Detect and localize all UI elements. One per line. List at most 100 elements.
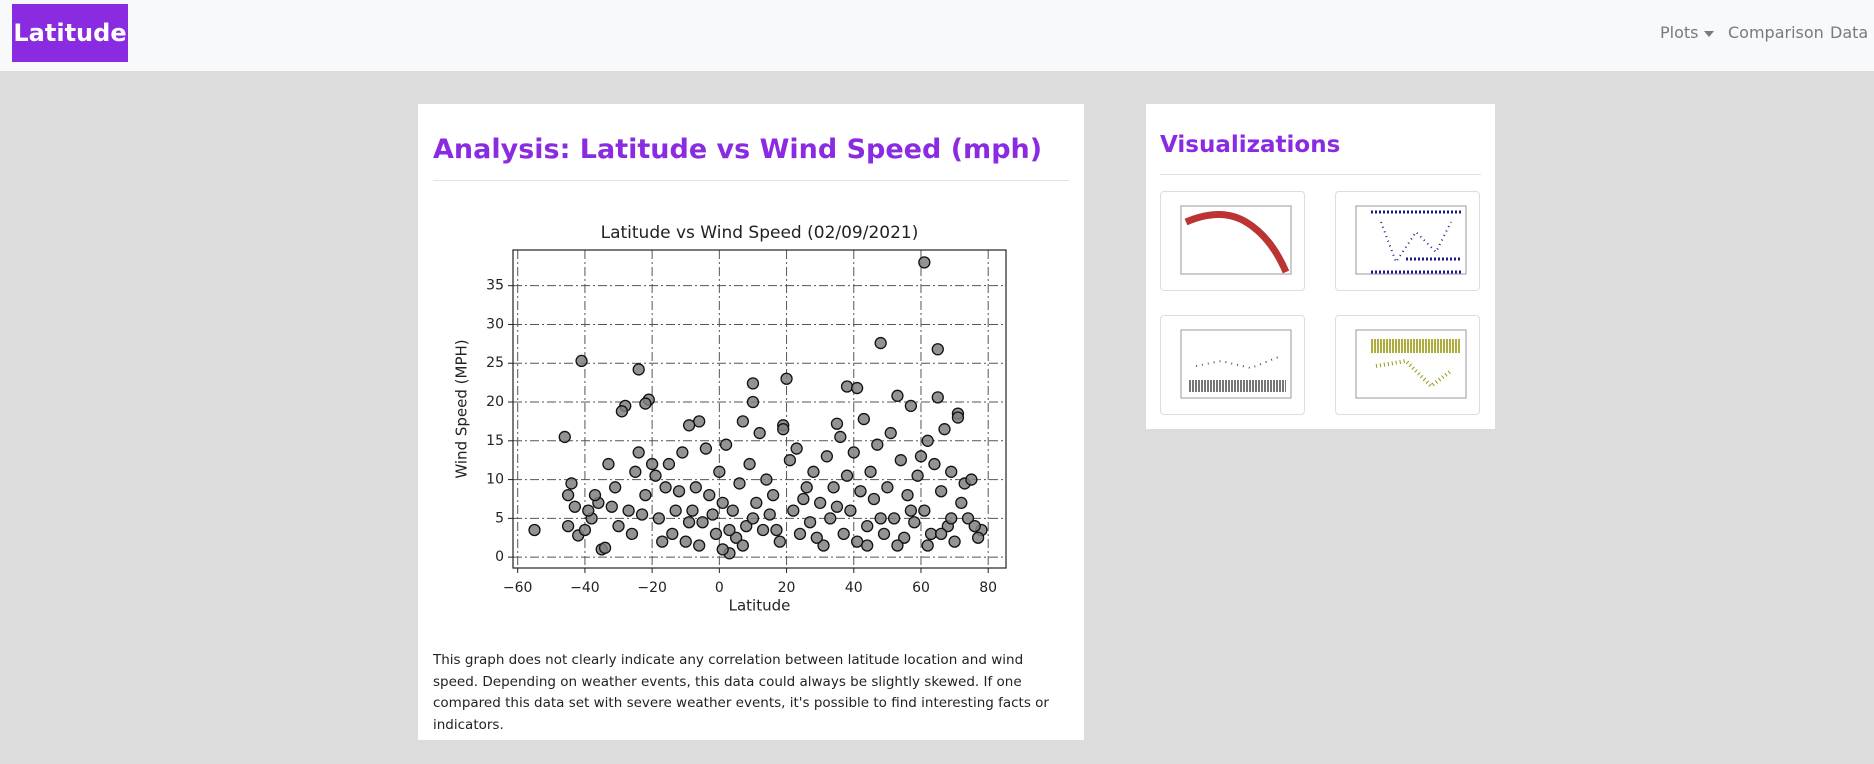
point <box>632 363 645 376</box>
point <box>699 442 713 455</box>
nav-link-text[interactable]: Plots <box>1660 23 1699 42</box>
point <box>672 485 686 498</box>
x-tick-label: 40 <box>845 580 863 596</box>
thumbnail-image <box>1355 205 1467 275</box>
y-tick-label: 15 <box>486 433 504 449</box>
point <box>615 405 629 418</box>
point <box>676 446 689 459</box>
point <box>884 426 897 440</box>
point <box>971 531 985 544</box>
point <box>830 417 844 430</box>
point <box>914 450 928 463</box>
nav-link[interactable]: Data <box>1830 23 1869 42</box>
point <box>840 469 854 482</box>
point <box>632 446 645 459</box>
point <box>810 531 823 544</box>
point <box>881 481 894 494</box>
point <box>891 389 904 402</box>
nav-link[interactable]: Comparison <box>1728 23 1824 42</box>
point <box>814 496 827 509</box>
brand[interactable]: Latitude <box>12 4 128 62</box>
point <box>800 481 813 494</box>
plot-frame <box>512 249 1007 569</box>
point <box>850 535 864 548</box>
point <box>820 450 834 463</box>
chart-title: Latitude vs Wind Speed (02/09/2021) <box>601 223 919 243</box>
y-axis-label: Wind Speed (MPH) <box>453 339 471 478</box>
point <box>901 488 914 502</box>
point <box>918 256 931 269</box>
point <box>787 504 800 517</box>
point <box>777 423 790 436</box>
point <box>837 527 850 541</box>
point <box>723 523 736 537</box>
point <box>750 496 763 509</box>
point <box>622 504 635 517</box>
point <box>945 512 958 525</box>
point <box>736 415 750 428</box>
point <box>760 473 773 486</box>
point <box>961 512 975 525</box>
point <box>867 492 881 506</box>
point <box>703 488 716 502</box>
point <box>716 496 729 509</box>
point <box>898 531 911 544</box>
y-tick-label: 35 <box>486 278 504 294</box>
point <box>891 539 904 552</box>
point <box>736 539 750 552</box>
thumbnail[interactable] <box>1160 315 1305 415</box>
point <box>709 527 723 541</box>
x-axis-label: Latitude <box>729 597 791 615</box>
point <box>561 488 575 502</box>
thumbnail[interactable] <box>1160 191 1305 291</box>
caret <box>1703 31 1714 37</box>
point <box>578 523 592 537</box>
navbar: Latitude Plots Comparison Data <box>0 0 1874 71</box>
point <box>844 504 857 517</box>
point <box>770 523 783 537</box>
point <box>763 508 776 521</box>
point <box>756 523 770 537</box>
point <box>729 531 743 544</box>
point <box>740 519 753 533</box>
x-tick-label: 60 <box>912 580 930 596</box>
point <box>968 519 981 533</box>
point <box>874 336 887 350</box>
point <box>666 527 679 541</box>
y-tick-label: 10 <box>486 472 504 488</box>
point <box>693 539 706 552</box>
point <box>605 500 618 513</box>
nav-link[interactable]: Plots <box>1660 23 1714 42</box>
thumbnail[interactable] <box>1335 191 1480 291</box>
point <box>951 411 965 424</box>
point <box>656 535 669 548</box>
point <box>635 508 649 521</box>
point <box>894 454 907 467</box>
point <box>854 485 867 498</box>
point <box>682 419 696 432</box>
point <box>871 438 884 451</box>
point <box>773 535 786 548</box>
scatter-chart: Latitude vs Wind Speed (02/09/2021) 0 5 10 1… <box>453 223 1007 615</box>
point <box>639 488 652 502</box>
point <box>918 504 931 517</box>
point <box>921 539 934 552</box>
point <box>609 481 622 494</box>
point <box>602 457 615 471</box>
thumbnail-image <box>1355 329 1467 399</box>
divider <box>1160 174 1481 175</box>
point <box>766 488 780 502</box>
thumbnail[interactable] <box>1335 315 1480 415</box>
thumbnail-image <box>1180 205 1292 275</box>
point <box>662 457 676 471</box>
point <box>693 415 706 428</box>
point <box>652 512 666 525</box>
point <box>588 488 602 502</box>
point <box>938 423 951 436</box>
x-tick-label: −40 <box>570 580 600 596</box>
point <box>934 485 948 498</box>
point <box>861 539 874 552</box>
y-tick-label: 0 <box>495 549 504 565</box>
x-tick-label: 20 <box>778 580 796 596</box>
point <box>565 477 578 490</box>
